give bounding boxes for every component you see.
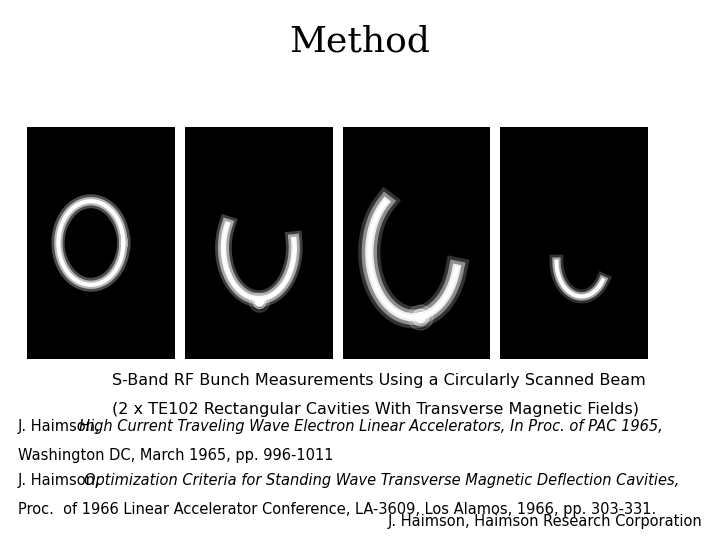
FancyBboxPatch shape	[185, 127, 333, 359]
Text: Method: Method	[289, 24, 431, 58]
Text: Proc.  of 1966 Linear Accelerator Conference, LA-3609, Los Alamos, 1966, pp. 303: Proc. of 1966 Linear Accelerator Confere…	[18, 502, 656, 517]
Text: J. Haimson,: J. Haimson,	[18, 472, 110, 488]
Text: High Current Traveling Wave Electron Linear Accelerators, In Proc. of PAC 1965,: High Current Traveling Wave Electron Lin…	[79, 418, 663, 434]
Text: J. Haimson,: J. Haimson,	[18, 418, 105, 434]
Text: Washington DC, March 1965, pp. 996-1011: Washington DC, March 1965, pp. 996-1011	[18, 448, 333, 463]
FancyBboxPatch shape	[27, 127, 175, 359]
FancyBboxPatch shape	[343, 127, 490, 359]
Text: S-Band RF Bunch Measurements Using a Circularly Scanned Beam: S-Band RF Bunch Measurements Using a Cir…	[112, 373, 645, 388]
Text: (2 x TE102 Rectangular Cavities With Transverse Magnetic Fields): (2 x TE102 Rectangular Cavities With Tra…	[112, 402, 639, 417]
Text: Optimization Criteria for Standing Wave Transverse Magnetic Deflection Cavities,: Optimization Criteria for Standing Wave …	[84, 472, 679, 488]
FancyBboxPatch shape	[500, 127, 648, 359]
Text: J. Haimson, Haimson Research Corporation: J. Haimson, Haimson Research Corporation	[387, 514, 702, 529]
